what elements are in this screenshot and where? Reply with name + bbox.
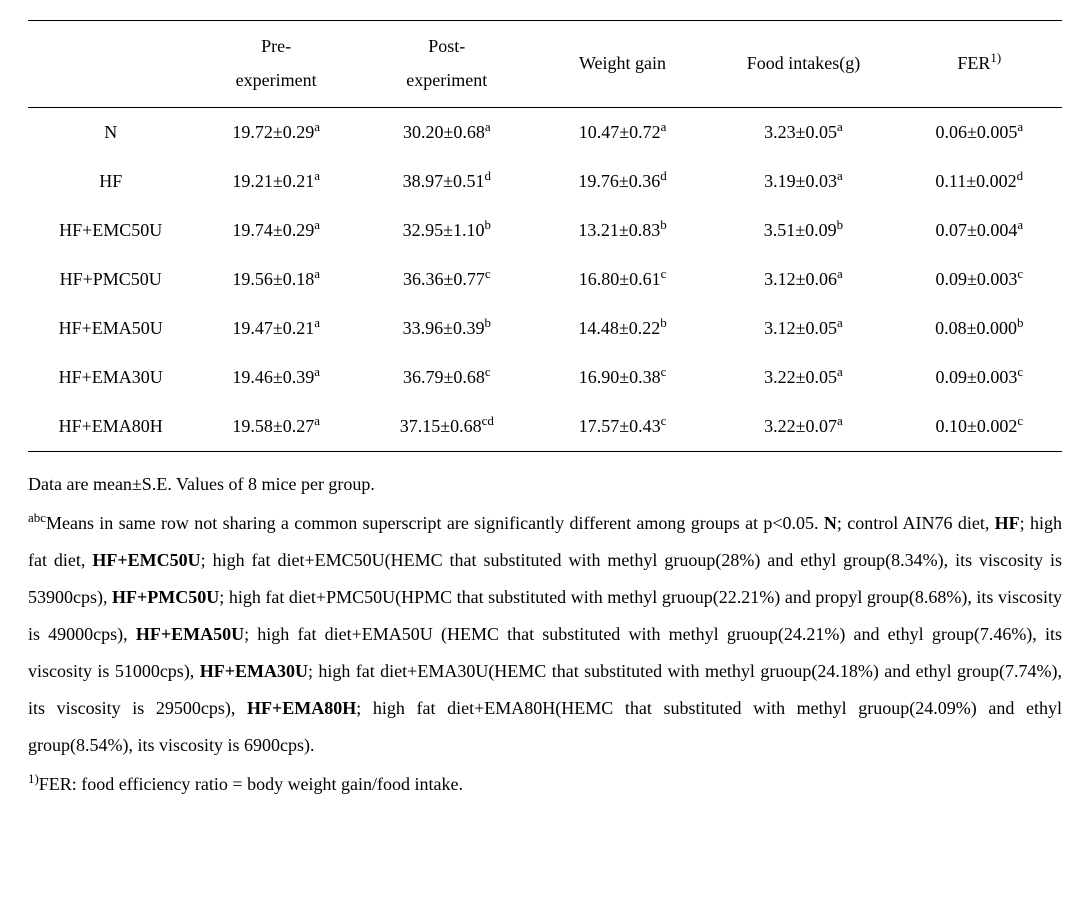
row-label: HF+EMA30U: [28, 353, 193, 402]
table-cell: 19.58±0.27a: [193, 402, 358, 452]
row-label: HF+EMA50U: [28, 304, 193, 353]
table-header-row: Pre- experiment Post- experiment Weight …: [28, 21, 1062, 108]
table-cell: 3.22±0.07a: [710, 402, 896, 452]
row-label: HF: [28, 157, 193, 206]
footnotes: Data are mean±S.E. Values of 8 mice per …: [28, 466, 1062, 802]
table-cell: 37.15±0.68cd: [359, 402, 535, 452]
table-cell: 19.56±0.18a: [193, 255, 358, 304]
table-body: N19.72±0.29a30.20±0.68a10.47±0.72a3.23±0…: [28, 108, 1062, 452]
table-cell: 3.51±0.09b: [710, 206, 896, 255]
row-label: HF+EMA80H: [28, 402, 193, 452]
table-cell: 0.11±0.002d: [897, 157, 1062, 206]
table-cell: 16.80±0.61c: [535, 255, 711, 304]
row-label: N: [28, 108, 193, 158]
table-cell: 3.22±0.05a: [710, 353, 896, 402]
table-row: HF+EMC50U19.74±0.29a32.95±1.10b13.21±0.8…: [28, 206, 1062, 255]
table-cell: 36.36±0.77c: [359, 255, 535, 304]
col-gain: Weight gain: [535, 21, 711, 108]
table-cell: 0.06±0.005a: [897, 108, 1062, 158]
footnote-abbrev-para: abcMeans in same row not sharing a commo…: [28, 505, 1062, 763]
table-cell: 19.76±0.36d: [535, 157, 711, 206]
table-cell: 30.20±0.68a: [359, 108, 535, 158]
table-cell: 19.47±0.21a: [193, 304, 358, 353]
table-cell: 19.21±0.21a: [193, 157, 358, 206]
table-cell: 0.08±0.000b: [897, 304, 1062, 353]
table-row: HF+EMA30U19.46±0.39a36.79±0.68c16.90±0.3…: [28, 353, 1062, 402]
footnote-fer-line: 1)FER: food efficiency ratio = body weig…: [28, 766, 1062, 803]
table-cell: 17.57±0.43c: [535, 402, 711, 452]
table-row: HF+EMA80H19.58±0.27a37.15±0.68cd17.57±0.…: [28, 402, 1062, 452]
table-cell: 0.07±0.004a: [897, 206, 1062, 255]
table-cell: 16.90±0.38c: [535, 353, 711, 402]
table-cell: 3.12±0.06a: [710, 255, 896, 304]
table-cell: 3.23±0.05a: [710, 108, 896, 158]
table-cell: 0.09±0.003c: [897, 255, 1062, 304]
col-post: Post- experiment: [359, 21, 535, 108]
col-pre: Pre- experiment: [193, 21, 358, 108]
table-cell: 33.96±0.39b: [359, 304, 535, 353]
table-cell: 36.79±0.68c: [359, 353, 535, 402]
table-row: HF+EMA50U19.47±0.21a33.96±0.39b14.48±0.2…: [28, 304, 1062, 353]
row-label: HF+EMC50U: [28, 206, 193, 255]
col-intake: Food intakes(g): [710, 21, 896, 108]
footnote-abc-sup: abc: [28, 510, 46, 525]
table-cell: 19.74±0.29a: [193, 206, 358, 255]
table-cell: 0.09±0.003c: [897, 353, 1062, 402]
table-cell: 19.72±0.29a: [193, 108, 358, 158]
table-cell: 38.97±0.51d: [359, 157, 535, 206]
table-cell: 14.48±0.22b: [535, 304, 711, 353]
footnote-data-line: Data are mean±S.E. Values of 8 mice per …: [28, 466, 1062, 503]
row-label: HF+PMC50U: [28, 255, 193, 304]
table-cell: 0.10±0.002c: [897, 402, 1062, 452]
table-row: HF19.21±0.21a38.97±0.51d19.76±0.36d3.19±…: [28, 157, 1062, 206]
col-fer: FER1): [897, 21, 1062, 108]
data-table: Pre- experiment Post- experiment Weight …: [28, 20, 1062, 452]
col-blank: [28, 21, 193, 108]
table-cell: 32.95±1.10b: [359, 206, 535, 255]
table-row: HF+PMC50U19.56±0.18a36.36±0.77c16.80±0.6…: [28, 255, 1062, 304]
table-cell: 3.12±0.05a: [710, 304, 896, 353]
table-cell: 10.47±0.72a: [535, 108, 711, 158]
table-cell: 3.19±0.03a: [710, 157, 896, 206]
table-cell: 13.21±0.83b: [535, 206, 711, 255]
table-cell: 19.46±0.39a: [193, 353, 358, 402]
table-row: N19.72±0.29a30.20±0.68a10.47±0.72a3.23±0…: [28, 108, 1062, 158]
